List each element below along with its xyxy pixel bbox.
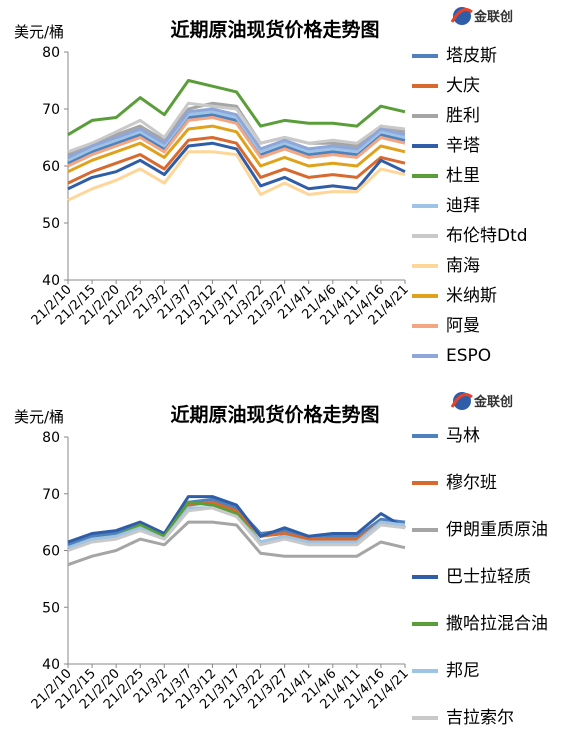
series-line — [67, 113, 406, 165]
legend-swatch — [412, 294, 438, 298]
y-tick-label: 40 — [42, 657, 60, 673]
legend-entry: 南海 — [412, 254, 556, 279]
series-line — [67, 101, 406, 154]
legend-swatch — [412, 528, 438, 532]
legend-label: 巴士拉轻质 — [446, 567, 531, 587]
series-line — [67, 101, 406, 156]
series-line — [67, 136, 406, 185]
series-line — [67, 116, 406, 168]
y-tick-label: 80 — [42, 430, 60, 446]
legend-label: 胜利 — [446, 106, 480, 126]
legend-entry: 阿曼 — [412, 314, 556, 339]
series-line — [67, 124, 406, 174]
logo: 金联创 — [450, 7, 513, 25]
legend-swatch — [412, 264, 438, 268]
legend-entry: 迪拜 — [412, 194, 556, 219]
legend-label: 撒哈拉混合油 — [446, 614, 548, 634]
legend-swatch — [412, 54, 438, 58]
series-line — [67, 520, 406, 567]
legend-label: 杜里 — [446, 166, 480, 186]
legend-swatch — [412, 354, 438, 358]
legend-label: 米纳斯 — [446, 286, 497, 306]
y-tick-label: 70 — [42, 102, 60, 118]
legend-swatch — [412, 575, 438, 579]
legend-swatch — [412, 114, 438, 118]
logo-text: 金联创 — [473, 394, 513, 410]
legend-swatch — [412, 716, 438, 720]
y-tick-label: 50 — [42, 600, 60, 616]
series-line — [67, 141, 406, 191]
legend-label: 塔皮斯 — [446, 46, 497, 66]
legend-swatch — [412, 144, 438, 148]
legend-entry: 米纳斯 — [412, 284, 556, 309]
legend-entry: 巴士拉轻质 — [412, 565, 556, 590]
legend-entry: 邦尼 — [412, 659, 556, 684]
logo-icon — [453, 7, 471, 25]
legend-entry: 撒哈拉混合油 — [412, 612, 556, 637]
legend-swatch — [412, 481, 438, 485]
legend-label: 马林 — [446, 426, 480, 446]
legend-entry: 杜里 — [412, 164, 556, 189]
legend-entry: 伊朗重质原油 — [412, 518, 556, 543]
series-line — [67, 506, 406, 552]
legend-entry: 吉拉索尔 — [412, 706, 556, 731]
series-line — [67, 495, 406, 544]
legend-entry: 大庆 — [412, 74, 556, 99]
legend-swatch — [412, 622, 438, 626]
legend-label: 南海 — [446, 256, 480, 276]
logo: 金联创 — [450, 392, 513, 410]
y-tick-label: 40 — [42, 273, 60, 289]
legend-label: 迪拜 — [446, 196, 480, 216]
y-tick-label: 60 — [42, 159, 60, 175]
series-line — [67, 150, 406, 202]
legend-label: 辛塔 — [446, 136, 480, 156]
legend-label: ESPO — [446, 346, 492, 366]
series-line — [67, 497, 406, 547]
legend-entry: ESPO — [412, 344, 556, 369]
legend-label: 吉拉索尔 — [446, 708, 514, 728]
legend-label: 伊朗重质原油 — [446, 520, 548, 540]
logo-icon-swoosh — [450, 393, 473, 408]
chart-title: 近期原油现货价格走势图 — [170, 18, 379, 41]
legend-entry: 胜利 — [412, 104, 556, 129]
legend-swatch — [412, 434, 438, 438]
y-tick-label: 80 — [42, 45, 60, 61]
legend-label: 穆尔班 — [446, 473, 497, 493]
legend-label: 阿曼 — [446, 316, 480, 336]
y-axis-label: 美元/桶 — [14, 23, 64, 41]
legend-swatch — [412, 234, 438, 238]
series-line — [67, 110, 406, 162]
y-tick-label: 70 — [42, 487, 60, 503]
legend-entry: 马林 — [412, 424, 556, 449]
y-tick-label: 50 — [42, 216, 60, 232]
legend-swatch — [412, 669, 438, 673]
series-line — [67, 107, 406, 159]
y-axis-label: 美元/桶 — [14, 408, 64, 426]
legend-entry: 穆尔班 — [412, 471, 556, 496]
legend-label: 布伦特Dtd — [446, 226, 528, 246]
legend-entry: 布伦特Dtd — [412, 224, 556, 249]
legend-entry: 辛塔 — [412, 134, 556, 159]
legend-swatch — [412, 324, 438, 328]
chart-title: 近期原油现货价格走势图 — [170, 403, 379, 426]
logo-icon — [453, 392, 471, 410]
logo-icon-swoosh — [450, 8, 473, 23]
legend-swatch — [412, 204, 438, 208]
legend-label: 大庆 — [446, 76, 480, 96]
legend-swatch — [412, 84, 438, 88]
series-line — [67, 79, 406, 136]
logo-text: 金联创 — [473, 9, 513, 25]
y-tick-label: 60 — [42, 544, 60, 560]
legend-label: 邦尼 — [446, 661, 480, 681]
legend-swatch — [412, 174, 438, 178]
legend-entry: 塔皮斯 — [412, 44, 556, 69]
